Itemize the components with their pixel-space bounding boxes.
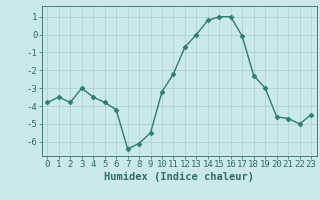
X-axis label: Humidex (Indice chaleur): Humidex (Indice chaleur) xyxy=(104,172,254,182)
